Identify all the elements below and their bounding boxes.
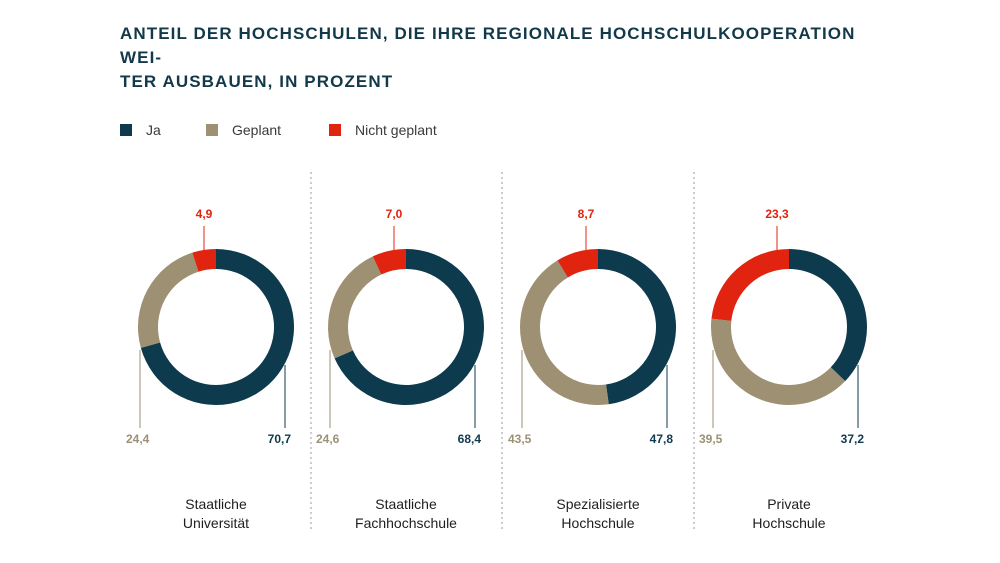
legend-swatch-nicht-geplant bbox=[329, 124, 341, 136]
donut-2-slice-nicht-geplant bbox=[372, 249, 406, 275]
donut-1-slice-geplant bbox=[138, 252, 199, 348]
donut-3-value-geplant: 43,5 bbox=[508, 432, 532, 446]
legend-label-geplant: Geplant bbox=[232, 122, 282, 138]
legend: Ja Geplant Nicht geplant bbox=[120, 120, 437, 140]
donut-3-category-line-2: Hochschule bbox=[561, 515, 634, 531]
legend-label-ja: Ja bbox=[146, 122, 161, 138]
donut-4-value-nicht-geplant: 23,3 bbox=[765, 207, 789, 221]
donut-3-value-nicht-geplant: 8,7 bbox=[578, 207, 595, 221]
donut-3-slice-ja bbox=[598, 249, 677, 405]
donut-1-category-line-1: Staatliche bbox=[185, 496, 247, 512]
donut-3-slice-geplant bbox=[519, 260, 609, 405]
donut-4-category-line-2: Hochschule bbox=[752, 515, 825, 531]
legend-label-nicht-geplant: Nicht geplant bbox=[355, 122, 437, 138]
chart-title-line1: ANTEIL DER HOCHSCHULEN, DIE IHRE REGIONA… bbox=[120, 24, 856, 67]
legend-item-nicht-geplant: Nicht geplant bbox=[329, 122, 437, 138]
donut-1-value-nicht-geplant: 4,9 bbox=[196, 207, 213, 221]
donut-3-slice-nicht-geplant bbox=[557, 249, 598, 278]
chart-title-line2: TER AUSBAUEN, IN PROZENT bbox=[120, 72, 394, 91]
donut-4-value-ja: 37,2 bbox=[841, 432, 865, 446]
donut-2-value-geplant: 24,6 bbox=[316, 432, 340, 446]
donut-1-category-line-2: Universität bbox=[183, 515, 249, 531]
donut-1-slice-nicht-geplant bbox=[192, 249, 216, 272]
legend-item-geplant: Geplant bbox=[206, 122, 329, 138]
donut-2-value-nicht-geplant: 7,0 bbox=[386, 207, 403, 221]
donut-3-category-line-1: Spezialisierte bbox=[556, 496, 639, 512]
donut-2-category-line-1: Staatliche bbox=[375, 496, 437, 512]
donut-2-slice-geplant bbox=[328, 256, 382, 359]
legend-item-ja: Ja bbox=[120, 122, 206, 138]
legend-swatch-geplant bbox=[206, 124, 218, 136]
donut-2-value-ja: 68,4 bbox=[458, 432, 482, 446]
chart-title: ANTEIL DER HOCHSCHULEN, DIE IHRE REGIONA… bbox=[120, 22, 880, 94]
donut-2-category-line-2: Fachhochschule bbox=[355, 515, 457, 531]
donut-1-value-ja: 70,7 bbox=[268, 432, 292, 446]
legend-swatch-ja bbox=[120, 124, 132, 136]
donut-4-slice-ja bbox=[789, 249, 867, 382]
donut-4-value-geplant: 39,5 bbox=[699, 432, 723, 446]
donut-4-slice-nicht-geplant bbox=[711, 249, 789, 321]
donut-3-value-ja: 47,8 bbox=[650, 432, 674, 446]
donut-4-slice-geplant bbox=[710, 318, 846, 406]
donut-1-value-geplant: 24,4 bbox=[126, 432, 150, 446]
donut-4-category-line-1: Private bbox=[767, 496, 811, 512]
